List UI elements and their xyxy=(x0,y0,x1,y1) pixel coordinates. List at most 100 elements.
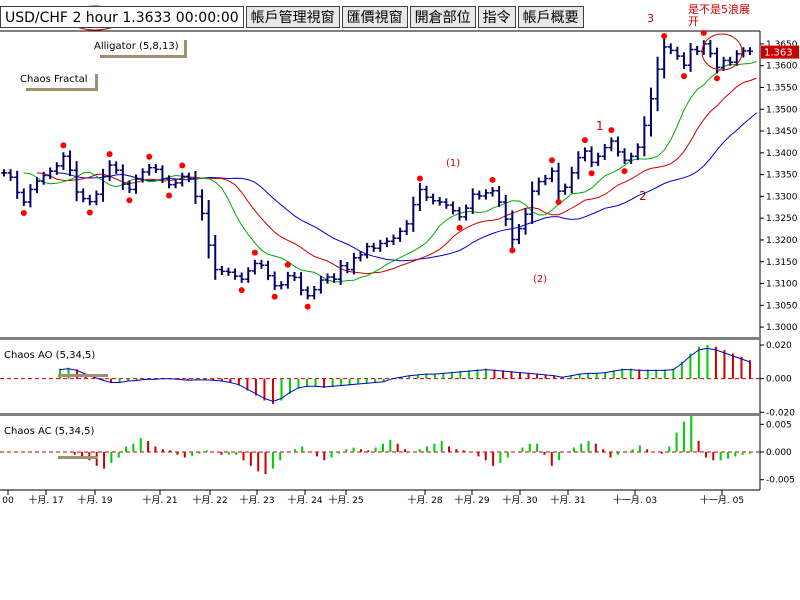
fractal-up-marker xyxy=(146,153,153,160)
time-tick-label: 十月. 19 xyxy=(77,494,112,506)
fractal-down-marker xyxy=(126,197,133,204)
ao-signal-line xyxy=(59,347,751,402)
fractal-down-marker xyxy=(166,192,173,199)
tab-account-management[interactable]: 帳戶管理視窗 xyxy=(245,6,340,28)
ac-tick-label: 0.005 xyxy=(766,420,792,430)
time-tick-label: 十月. 21 xyxy=(142,494,177,506)
tab-open-positions[interactable]: 開倉部位 xyxy=(409,6,476,28)
fractal-up-marker xyxy=(416,175,423,182)
chaos-fractal-label: Chaos Fractal xyxy=(20,74,88,85)
fractal-up-marker xyxy=(489,176,496,183)
time-tick-label: 十月. 22 xyxy=(192,494,227,506)
timeframe-label: 2 hour xyxy=(72,10,118,26)
fractal-up-marker xyxy=(548,157,555,164)
fractal-down-marker xyxy=(456,224,463,231)
fractal-down-marker xyxy=(271,293,278,300)
chart-area[interactable]: USD/CHF 2 hour 1.3633 00:00:00 帳戶管理視窗 匯價… xyxy=(0,0,800,512)
wave-annotation: 2 xyxy=(639,189,647,203)
fractal-up-marker xyxy=(284,261,291,268)
alligator-teeth-line xyxy=(36,77,757,275)
time-tick-label: 十月. 24 xyxy=(287,494,322,506)
price-tick-label: 1.3200 xyxy=(766,236,798,246)
fractal-down-marker xyxy=(509,247,516,254)
price-tick-label: 1.3350 xyxy=(766,171,798,181)
ac-tick-label: -0.005 xyxy=(766,476,795,486)
toolbar-tabs: USD/CHF 2 hour 1.3633 00:00:00 帳戶管理視窗 匯價… xyxy=(0,6,584,30)
price-tick-label: 1.3650 xyxy=(766,40,798,50)
current-price-label: 1.363 xyxy=(764,48,793,59)
ao-title: Chaos AO (5,34,5) xyxy=(4,350,95,361)
price-tick-label: 1.3100 xyxy=(766,280,798,290)
time-tick-label: 00 xyxy=(2,496,14,506)
time-tick-label: 十月. 17 xyxy=(28,494,63,506)
fractal-down-marker xyxy=(555,199,562,206)
tab-account-summary[interactable]: 帳戶概要 xyxy=(517,6,584,28)
wave-annotation: 1 xyxy=(596,119,604,133)
fractal-up-marker xyxy=(251,249,258,256)
ao-tick-label: 0.000 xyxy=(766,375,792,385)
fractal-up-marker xyxy=(581,137,588,144)
label-underline xyxy=(95,74,98,91)
fractal-down-marker xyxy=(86,209,93,216)
fractal-down-marker xyxy=(238,287,245,294)
fractal-down-marker xyxy=(621,168,628,175)
fractal-up-marker xyxy=(179,162,186,169)
price-tick-label: 1.3300 xyxy=(766,192,798,202)
fractal-down-marker xyxy=(588,170,595,177)
fractal-up-marker xyxy=(661,33,668,40)
current-price-tag xyxy=(761,45,799,59)
note-text: 开 xyxy=(688,15,699,28)
fractal-up-marker xyxy=(60,142,67,149)
time-tick-label: 十一月. 05 xyxy=(700,494,744,506)
ohlc-bars xyxy=(1,37,753,300)
price-tick-label: 1.3050 xyxy=(766,301,798,311)
price-tick-label: 1.3400 xyxy=(766,149,798,159)
time-tick-label: 十月. 28 xyxy=(407,494,442,506)
note-text: 是不是5浪展 xyxy=(688,2,750,16)
wave-annotation: (1) xyxy=(446,158,460,169)
price-tick-label: 1.3250 xyxy=(766,214,798,224)
price-time-label: 1.3633 00:00:00 xyxy=(122,10,239,26)
alligator-jaw-line xyxy=(56,112,757,262)
symbol-label: USD/CHF xyxy=(5,10,68,26)
price-tick-label: 1.3000 xyxy=(766,323,798,333)
label-underline xyxy=(184,40,187,58)
note-number: 3 xyxy=(647,12,654,25)
pane-separator xyxy=(0,337,760,340)
price-tick-label: 1.3550 xyxy=(766,83,798,93)
ac-title: Chaos AC (5,34,5) xyxy=(4,426,94,437)
ac-tick-label: 0.000 xyxy=(766,448,792,458)
price-tick-label: 1.3150 xyxy=(766,258,798,268)
time-tick-label: 十月. 30 xyxy=(502,494,537,506)
ao-tick-label: 0.020 xyxy=(766,341,792,351)
symbol-tab[interactable]: USD/CHF 2 hour 1.3633 00:00:00 xyxy=(0,6,244,28)
label-underline xyxy=(58,456,98,459)
price-tick-label: 1.3600 xyxy=(766,62,798,72)
fractal-down-marker xyxy=(680,73,687,80)
price-tick-label: 1.3500 xyxy=(766,105,798,115)
ao-tick-label: -0.020 xyxy=(766,408,795,418)
pane-separator xyxy=(0,413,760,416)
chart-svg: 1.3650 1.3600 1.3550 1.3500 1.3450 1.3400 1.33… xyxy=(0,2,799,506)
wave-annotation: (2) xyxy=(533,274,547,285)
label-underline xyxy=(26,88,98,91)
tab-quotes[interactable]: 匯價視窗 xyxy=(341,6,408,28)
fractal-up-marker xyxy=(106,151,113,158)
alligator-lips-line xyxy=(23,61,757,283)
fractal-down-marker xyxy=(304,303,311,310)
time-tick-label: 十月. 29 xyxy=(454,494,489,506)
time-tick-label: 十一月. 03 xyxy=(613,494,657,506)
highlight-circle xyxy=(701,33,743,71)
fractal-up-marker xyxy=(700,30,707,36)
tab-orders[interactable]: 指令 xyxy=(477,6,516,28)
time-tick-label: 十月. 25 xyxy=(328,494,363,506)
fractal-down-marker xyxy=(713,75,720,82)
fractal-down-marker xyxy=(20,209,27,216)
price-tick-label: 1.3450 xyxy=(766,127,798,137)
fractal-up-marker xyxy=(608,127,615,134)
label-underline xyxy=(100,55,186,58)
time-tick-label: 十月. 23 xyxy=(239,494,274,506)
label-underline xyxy=(58,374,108,377)
alligator-label: Alligator (5,8,13) xyxy=(94,41,179,52)
time-tick-label: 十月. 31 xyxy=(550,494,585,506)
